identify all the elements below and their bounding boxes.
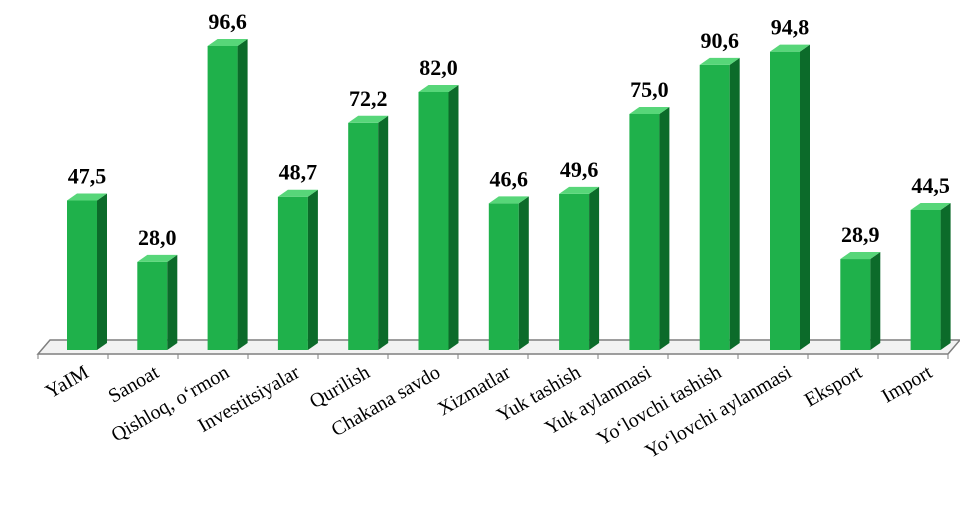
data-label: 72,2 [349,86,388,111]
bar-4 [277,189,318,350]
bar-front [277,196,308,350]
bar-top [488,196,529,204]
bar-10 [699,57,740,350]
bar-9 [629,106,670,350]
bar-side [729,57,740,350]
bar-front [840,259,871,350]
bar-front [418,91,449,350]
bar-side [940,202,951,350]
bar-side [237,39,248,350]
data-label: 82,0 [419,55,458,80]
category-label: YaIM [42,361,93,403]
bar-top [629,106,670,114]
bar-11 [770,44,810,350]
data-label: 46,6 [490,166,529,191]
bar-side [97,193,107,350]
bar-front [207,46,238,350]
data-label: 28,0 [138,225,177,250]
bar-top [770,44,810,52]
bar-2 [137,254,178,350]
category-label: Qishloq, o‘rmon [108,361,234,446]
bar-front [348,122,379,351]
data-label: 47,5 [68,164,107,189]
bar-front [629,113,660,350]
bar-top [207,39,248,46]
bar-front [910,209,941,350]
category-label: Import [878,361,937,407]
data-label: 49,6 [560,157,599,182]
bar-side [659,106,670,350]
bar-series [67,39,951,351]
bar-side [448,84,459,350]
bar-side [307,189,318,350]
bar-side [589,186,600,350]
bar-8 [559,186,600,350]
bar-front [699,64,730,350]
bar-side [800,44,810,350]
bar-top [137,254,178,262]
bar-6 [418,84,459,350]
bar-top [910,202,951,210]
bar-1 [67,193,107,350]
bar-top [67,193,107,201]
data-label: 90,6 [700,28,739,53]
data-labels: 47,5 28,0 96,6 48,7 72,2 82,0 46,6 49,6 75,0 90,6… [68,9,950,250]
data-label: 75,0 [630,77,669,102]
category-label: Eksport [801,361,866,411]
bar-13 [910,202,951,350]
bar-front [137,261,168,350]
bar-top [699,57,740,65]
data-label: 28,9 [841,222,880,247]
bar-top [840,252,881,260]
bar-side [378,115,389,351]
data-label: 48,7 [279,160,318,185]
bar-5 [348,115,389,351]
bar-front [67,200,97,350]
bar-side [167,254,178,350]
bar-12 [840,252,881,350]
bar-top [559,186,600,194]
bar-side [870,252,881,350]
bar-front [488,203,519,350]
bar-7 [488,196,529,350]
bar-front [770,51,800,350]
bar-top [348,115,389,123]
bar-top [418,84,459,92]
data-label: 96,6 [208,9,247,34]
data-label: 44,5 [911,173,950,198]
data-label: 94,8 [771,15,810,40]
bar-front [559,193,590,350]
bar-3 [207,39,248,350]
bar-side [518,196,529,350]
bar-top [277,189,318,197]
